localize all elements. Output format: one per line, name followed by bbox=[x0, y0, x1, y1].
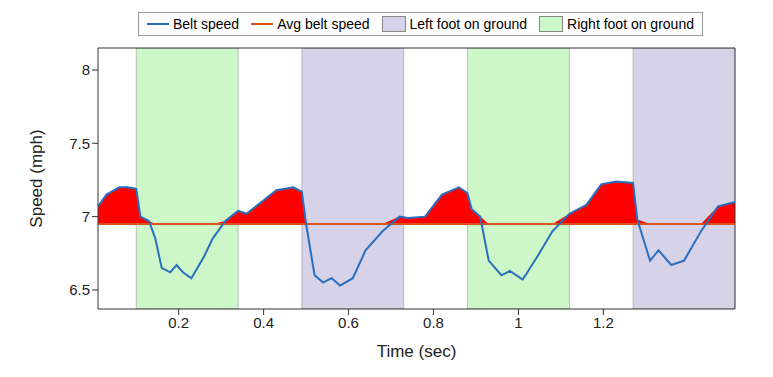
svg-text:7.5: 7.5 bbox=[69, 135, 90, 152]
html-text:Right foot on ground: Right foot on ground bbox=[567, 16, 694, 32]
svg-text:Time (sec): Time (sec) bbox=[377, 342, 457, 361]
svg-text:8: 8 bbox=[82, 61, 90, 78]
svg-text:0.6: 0.6 bbox=[338, 314, 359, 331]
svg-text:6.5: 6.5 bbox=[69, 281, 90, 298]
svg-text:1: 1 bbox=[514, 314, 522, 331]
svg-text:Speed (mph): Speed (mph) bbox=[27, 129, 46, 227]
svg-text:0.4: 0.4 bbox=[253, 314, 274, 331]
html-text:Belt speed: Belt speed bbox=[173, 16, 240, 32]
svg-text:0.2: 0.2 bbox=[168, 314, 189, 331]
html-text:Avg belt speed: Avg belt speed bbox=[277, 16, 370, 32]
svg-text:0.8: 0.8 bbox=[423, 314, 444, 331]
svg-text:1.2: 1.2 bbox=[593, 314, 614, 331]
svg-text:7: 7 bbox=[82, 208, 90, 225]
html-text:Left foot on ground: Left foot on ground bbox=[409, 16, 528, 32]
